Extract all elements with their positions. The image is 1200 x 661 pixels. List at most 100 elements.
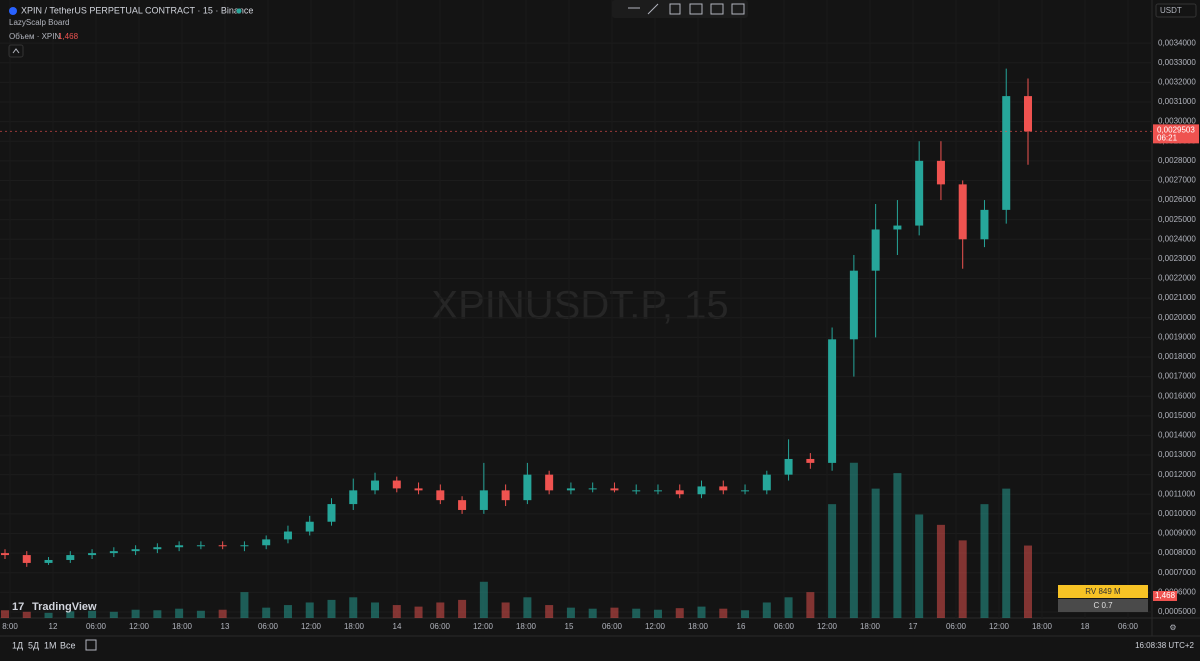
y-tick-label: 0,0013000	[1158, 450, 1196, 459]
volume-bar	[784, 597, 793, 618]
y-tick-label: 0,0007000	[1158, 568, 1196, 577]
y-tick-label: 0,0019000	[1158, 332, 1196, 341]
candle-body	[131, 549, 140, 552]
candle-body	[697, 486, 706, 495]
tool-rect[interactable]	[669, 3, 681, 15]
candle-body	[849, 270, 858, 340]
volume-bar	[958, 540, 967, 618]
volume-bar	[218, 609, 227, 618]
candle-body	[741, 490, 750, 492]
volume-bar	[327, 599, 336, 618]
volume-label: Объем · XPIN	[9, 32, 60, 41]
volume-bar	[44, 612, 53, 618]
volume-bar	[153, 610, 162, 618]
x-tick-label: 06:00	[1118, 622, 1139, 631]
candle-body	[327, 504, 336, 522]
candle-body	[109, 551, 118, 554]
last-price-box	[1153, 124, 1199, 144]
volume-bar	[653, 609, 662, 618]
candle-body	[545, 474, 554, 491]
x-tick-label: 15	[565, 622, 574, 631]
x-tick-label: 18:00	[172, 622, 193, 631]
range-button[interactable]: Все	[60, 640, 76, 650]
y-tick-label: 0,0025000	[1158, 215, 1196, 224]
volume-bar	[849, 462, 858, 618]
tool-position[interactable]	[731, 3, 745, 15]
logo-mark: 17	[12, 601, 24, 613]
x-tick-label: 06:00	[946, 622, 967, 631]
volume-value-box	[1153, 591, 1177, 601]
x-tick-label: 12:00	[129, 622, 150, 631]
status-dot	[236, 8, 242, 14]
candle-body	[458, 500, 467, 510]
tool-date[interactable]	[710, 3, 724, 15]
c-text: C 0.7	[1093, 601, 1113, 610]
y-tick-label: 0,0008000	[1158, 548, 1196, 557]
last-price: 0,0029503	[1157, 125, 1195, 134]
y-tick-label: 0,0027000	[1158, 176, 1196, 185]
volume-bar	[196, 610, 205, 618]
collapse-icon	[12, 48, 20, 54]
candle-body	[501, 490, 510, 501]
candle-body	[610, 488, 619, 491]
volume-bar	[741, 610, 750, 618]
x-tick-label: 12:00	[301, 622, 322, 631]
tool-range[interactable]	[689, 3, 703, 15]
date-range-icon[interactable]	[85, 639, 97, 651]
candle-body	[871, 229, 880, 271]
volume-bar	[436, 602, 445, 618]
candle-body	[1, 553, 9, 556]
symbol-title: XPIN / TetherUS PERPETUAL CONTRACT · 15 …	[21, 5, 253, 15]
x-tick-label: 16	[737, 622, 746, 631]
indicator-name: LazyScalp Board	[9, 18, 69, 27]
volume-bar	[1002, 488, 1011, 618]
x-tick-label: 18:00	[860, 622, 881, 631]
candle-body	[283, 531, 292, 540]
y-tick-label: 0,0017000	[1158, 372, 1196, 381]
candles	[1, 68, 1032, 567]
y-tick-label: 0,0031000	[1158, 97, 1196, 106]
range-button[interactable]: 5Д	[28, 640, 39, 650]
candle-body	[893, 225, 902, 230]
range-buttons: 1Д 5Д 1М Все	[12, 640, 76, 650]
volume-bar	[545, 605, 554, 618]
candle-body	[218, 545, 227, 547]
y-tick-label: 0,0022000	[1158, 274, 1196, 283]
candle-body	[588, 488, 597, 490]
candle-body	[479, 490, 488, 510]
candle-body	[153, 547, 162, 550]
x-tick-label: 12:00	[645, 622, 666, 631]
volume-bar	[414, 606, 423, 618]
range-button[interactable]: 1Д	[12, 640, 23, 650]
volume-bar	[566, 607, 575, 618]
x-tick-label: 06:00	[86, 622, 107, 631]
candle-body	[88, 553, 97, 556]
volume-bar	[915, 514, 924, 618]
range-button[interactable]: 1М	[44, 640, 57, 650]
volume-bar	[1024, 545, 1032, 618]
x-tick-label: 12	[49, 622, 58, 631]
volume-bar	[479, 581, 488, 618]
currency: USDT	[1160, 6, 1182, 15]
x-tick-label: 18:00	[516, 622, 537, 631]
volume-bar	[697, 606, 706, 618]
volume-bar	[458, 599, 467, 618]
collapse-button[interactable]	[8, 44, 24, 58]
volume-bar	[632, 608, 641, 618]
volume-bar	[610, 607, 619, 618]
x-tick-label: 18:00	[688, 622, 709, 631]
settings-icon[interactable]: ⚙	[1169, 623, 1176, 632]
candle-body	[980, 209, 989, 240]
volume-bar	[283, 605, 292, 618]
currency-box[interactable]	[1155, 3, 1197, 18]
x-tick-label: 06:00	[774, 622, 795, 631]
candle-body	[66, 555, 75, 560]
x-tick-label: 8:00	[2, 622, 18, 631]
tool-trend[interactable]	[647, 3, 659, 15]
y-tick-label: 0,0028000	[1158, 156, 1196, 165]
candle-body	[1024, 96, 1032, 132]
candle-body	[915, 160, 924, 226]
candle-body	[414, 488, 423, 491]
